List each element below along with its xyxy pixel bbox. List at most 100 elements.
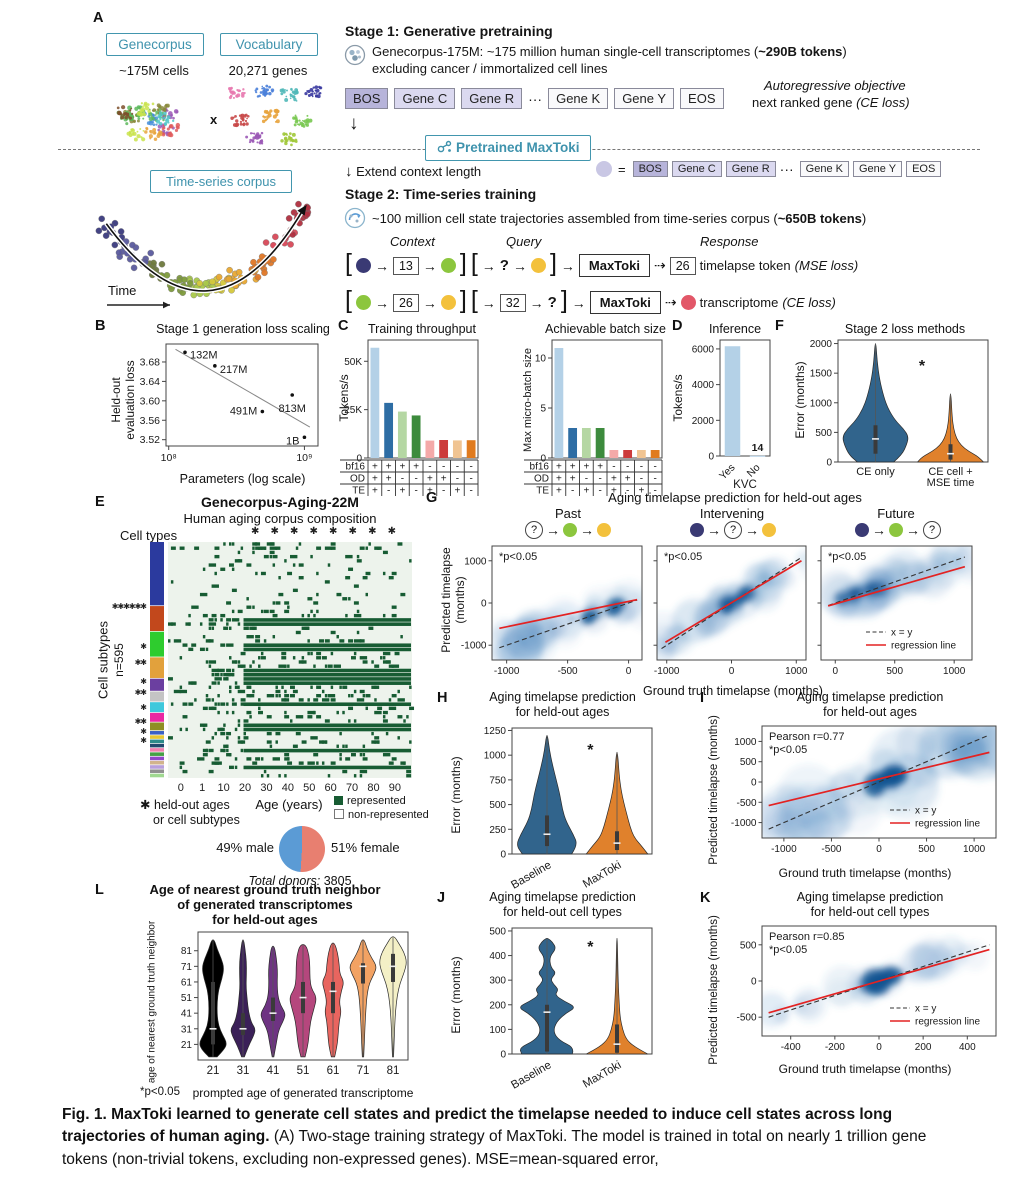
total-donors-line: Total donors: 3805 [200, 874, 400, 888]
panel-k-title-2: for held-out cell types [810, 905, 930, 919]
svg-text:1000: 1000 [734, 737, 757, 748]
svg-text:Baseline: Baseline [509, 1059, 553, 1091]
seq-box: 32 [499, 293, 526, 312]
svg-text:*p<0.05: *p<0.05 [769, 744, 807, 756]
seq-box: 26 [669, 256, 696, 275]
seq-ar: → [529, 294, 544, 311]
svg-text:61: 61 [327, 1065, 340, 1077]
svg-text:-: - [653, 486, 656, 497]
svg-text:500: 500 [489, 800, 506, 811]
svg-text:-: - [626, 486, 629, 497]
svg-text:x = y: x = y [915, 806, 936, 817]
seq-br: [ [470, 286, 478, 314]
seq-dot [440, 258, 456, 273]
age-tick-label: 10 [217, 782, 230, 794]
panel-l-label: L [95, 882, 104, 898]
held-out-asterisk: ✱ [368, 526, 377, 537]
svg-text:6000: 6000 [692, 344, 715, 355]
svg-text:-: - [653, 462, 656, 473]
age-tick-label: 0 [177, 782, 184, 794]
panel-h-plot: 0 250 500 750 1000 1250 * Baseline MaxToki [484, 726, 653, 892]
svg-text:31: 31 [181, 1024, 193, 1035]
svg-text:500: 500 [918, 844, 935, 855]
svg-text:1000: 1000 [810, 398, 833, 409]
seq-ar: → [374, 257, 389, 274]
figure-caption: Fig. 1. MaxToki learned to generate cell… [62, 1104, 970, 1171]
legend-represented: represented [334, 794, 429, 808]
svg-text:+: + [583, 462, 589, 473]
svg-text:CE only: CE only [856, 466, 895, 478]
genecorpus-box: Genecorpus [106, 33, 204, 56]
seq-mbox: MaxToki [578, 254, 650, 277]
stage2-desc-a: ~100 million cell state trajectories ass… [372, 211, 778, 226]
asterisk-note-line2: or cell subtypes [153, 813, 240, 827]
svg-text:-: - [442, 462, 445, 473]
panel-h-title-1: Aging timelapse prediction [489, 690, 636, 704]
svg-text:+: + [611, 474, 617, 485]
held-out-asterisk: ✱ [348, 526, 357, 537]
total-donors-value: 3805 [323, 874, 352, 888]
panel-a-label: A [93, 10, 104, 26]
panel-f-title: Stage 2 loss methods [844, 322, 966, 336]
past-subtitle: Past [554, 506, 581, 521]
svg-text:+: + [583, 486, 589, 497]
panel-l-pvalue: *p<0.05 [140, 1086, 180, 1098]
panel-g-xlabel: Ground truth timelapse (months) [643, 684, 823, 698]
svg-text:OD: OD [350, 474, 365, 485]
svg-text:25K: 25K [344, 405, 362, 416]
panel-l-title-1: Age of nearest ground truth neighbor [149, 882, 381, 897]
svg-text:-: - [640, 474, 643, 485]
token-eos: EOS [680, 88, 724, 109]
svg-text:*p<0.05: *p<0.05 [769, 944, 807, 956]
svg-text:0: 0 [751, 778, 757, 789]
seq-br: [ [345, 286, 352, 314]
svg-text:31: 31 [237, 1065, 250, 1077]
svg-text:4000: 4000 [692, 380, 715, 391]
token-···: ··· [779, 161, 794, 177]
time-axis-label: Time [108, 283, 137, 298]
token-bos: BOS [345, 88, 389, 109]
seq-ar: → [481, 257, 496, 274]
token-···: ··· [528, 90, 543, 107]
panel-j-plot: 0 100 200 300 400 500 * Baseline MaxToki [489, 926, 653, 1092]
svg-text:10: 10 [535, 354, 547, 365]
panel-b-label: B [95, 318, 106, 334]
query-header: Query [506, 234, 542, 249]
vocabulary-clusters-image [228, 84, 323, 147]
unknown-cell-icon: ? [525, 521, 543, 539]
unknown-cell-icon: ? [724, 521, 742, 539]
svg-text:14: 14 [752, 442, 764, 454]
intervening-subtitle: Intervening [699, 506, 765, 521]
panel-i-label: I [700, 690, 705, 706]
panel-e-xlabel: Age (years) [255, 797, 323, 812]
svg-text:KVC: KVC [733, 479, 757, 491]
svg-text:51: 51 [181, 993, 193, 1004]
svg-text:300: 300 [489, 976, 506, 987]
token-gene-c: Gene C [394, 88, 456, 109]
panel-d-ylabel: Tokens/s [671, 374, 685, 422]
future-density-plot: 0 500 1000 *p<0.05 x = y regression line [817, 545, 973, 677]
svg-text:+: + [427, 486, 433, 497]
age-tick-label: 20 [238, 782, 252, 794]
held-out-asterisk: ✱ [140, 641, 147, 651]
svg-text:-1000: -1000 [494, 666, 520, 677]
svg-text:+: + [413, 462, 419, 473]
svg-text:5: 5 [540, 404, 546, 415]
panel-j-title-1: Aging timelapse prediction [489, 890, 636, 904]
pretrained-maxtoki-label: Pretrained MaxToki [455, 140, 580, 155]
svg-text:*: * [587, 939, 594, 956]
total-donors-label: Total donors: [248, 874, 321, 888]
svg-text:-: - [456, 474, 459, 485]
svg-text:+: + [556, 474, 562, 485]
svg-text:50K: 50K [344, 357, 362, 368]
held-out-subtype-asterisks: ✱✱✱✱✱✱ ✱ ✱✱ ✱ ✱✱ ✱ ✱✱ ✱ ✱ [110, 542, 148, 778]
panel-k-ylabel: Predicted timelapse (months) [708, 915, 720, 1065]
panel-c-label: C [338, 318, 349, 334]
cell-types-label: Cell types [120, 528, 178, 543]
seq-dar: ⇢ [653, 257, 666, 273]
cells-icon [344, 44, 366, 66]
svg-text:+: + [372, 474, 378, 485]
seq-dot [440, 295, 456, 310]
panel-l-ylabel: age of nearest ground truth neighbor [146, 920, 158, 1084]
